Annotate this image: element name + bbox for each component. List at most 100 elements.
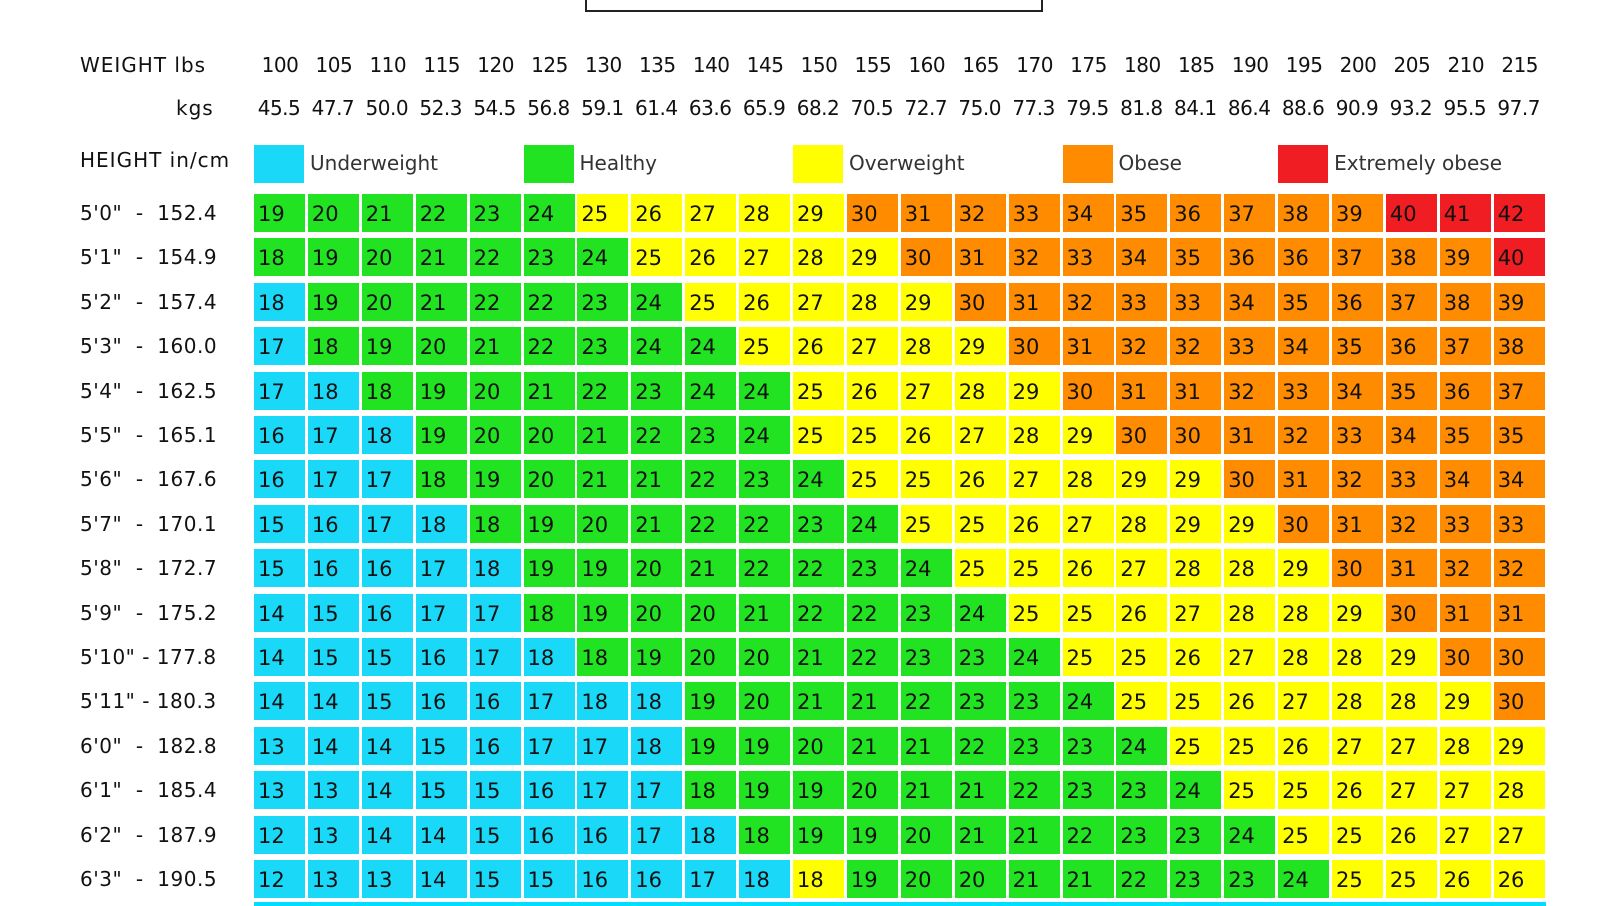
height-row-label: 5'11" - 180.3 <box>80 689 217 714</box>
bmi-cell: 21 <box>577 460 629 499</box>
bmi-cell: 33 <box>1493 504 1545 543</box>
bmi-cell: 22 <box>846 638 898 676</box>
next-row-edge <box>254 902 1546 906</box>
bmi-cell: 18 <box>685 815 737 854</box>
bmi-cell: 17 <box>307 460 359 499</box>
bmi-cell: 26 <box>1493 860 1545 898</box>
bmi-cell: 23 <box>900 593 952 632</box>
bmi-cell: 13 <box>254 726 305 765</box>
bmi-cell: 15 <box>469 815 521 854</box>
bmi-cell: 41 <box>1439 194 1491 232</box>
bmi-cell: 20 <box>361 282 413 321</box>
bmi-cell: 17 <box>415 549 467 588</box>
bmi-cell: 22 <box>1116 860 1168 898</box>
bmi-cell: 27 <box>1332 726 1383 765</box>
bmi-cell: 17 <box>307 416 359 454</box>
bmi-cell: 15 <box>254 549 305 588</box>
bmi-cell: 30 <box>1493 682 1545 721</box>
bmi-cell: 29 <box>1493 726 1545 765</box>
bmi-cell: 28 <box>793 238 844 277</box>
bmi-cell: 21 <box>954 771 1006 810</box>
bmi-cell: 16 <box>415 682 467 721</box>
weight-kgs-tick: 63.6 <box>688 96 732 120</box>
bmi-cell: 24 <box>739 371 791 410</box>
bmi-cell: 19 <box>577 549 629 588</box>
bmi-cell: 28 <box>1332 638 1383 676</box>
bmi-cell: 21 <box>631 504 683 543</box>
bmi-cell: 24 <box>577 238 629 277</box>
bmi-cell: 22 <box>954 726 1006 765</box>
bmi-cell: 14 <box>254 638 305 676</box>
bmi-cell: 23 <box>1008 682 1060 721</box>
bmi-cell: 20 <box>793 726 844 765</box>
bmi-cell: 32 <box>1332 460 1383 499</box>
bmi-cell: 27 <box>1493 815 1545 854</box>
bmi-cell: 27 <box>739 238 791 277</box>
bmi-cell: 30 <box>1439 638 1491 676</box>
bmi-cell: 19 <box>685 726 737 765</box>
bmi-cell: 21 <box>900 771 952 810</box>
bmi-cell: 24 <box>793 460 844 499</box>
bmi-cell: 25 <box>1170 682 1222 721</box>
weight-lbs-tick: 205 <box>1393 53 1431 77</box>
weight-lbs-tick: 145 <box>746 53 784 77</box>
height-row-label: 6'3" - 190.5 <box>80 867 218 891</box>
bmi-cell: 28 <box>846 282 898 321</box>
bmi-cell: 32 <box>1062 282 1114 321</box>
bmi-cell: 29 <box>793 194 844 232</box>
bmi-cell: 20 <box>577 504 629 543</box>
bmi-cell: 17 <box>631 815 683 854</box>
weight-lbs-tick: 185 <box>1177 53 1215 77</box>
bmi-cell: 17 <box>523 726 575 765</box>
bmi-cell: 19 <box>523 504 575 543</box>
bmi-cell: 18 <box>469 549 521 588</box>
bmi-cell: 14 <box>254 593 305 632</box>
bmi-cell: 36 <box>1385 327 1437 366</box>
bmi-cell: 31 <box>1332 504 1383 543</box>
bmi-cell: 15 <box>307 638 359 676</box>
bmi-cell: 28 <box>1008 416 1060 454</box>
bmi-cell: 31 <box>1062 327 1114 366</box>
bmi-cell: 34 <box>1385 416 1437 454</box>
bmi-cell: 18 <box>739 815 791 854</box>
bmi-cell: 30 <box>1493 638 1545 676</box>
bmi-cell: 16 <box>469 726 521 765</box>
bmi-cell: 26 <box>1385 815 1437 854</box>
bmi-cell: 21 <box>1008 815 1060 854</box>
bmi-cell: 24 <box>739 416 791 454</box>
bmi-cell: 35 <box>1116 194 1168 232</box>
bmi-cell: 14 <box>254 682 305 721</box>
bmi-cell: 25 <box>793 371 844 410</box>
bmi-cell: 31 <box>1278 460 1330 499</box>
bmi-cell: 23 <box>954 638 1006 676</box>
bmi-cell: 23 <box>523 238 575 277</box>
bmi-cell: 33 <box>1385 460 1437 499</box>
bmi-cell: 40 <box>1385 194 1437 232</box>
bmi-cell: 35 <box>1385 371 1437 410</box>
bmi-cell: 19 <box>846 860 898 898</box>
bmi-cell: 20 <box>739 682 791 721</box>
bmi-cell: 14 <box>361 815 413 854</box>
bmi-cell: 28 <box>1493 771 1545 810</box>
bmi-cell: 23 <box>1224 860 1276 898</box>
legend-label-under: Underweight <box>310 151 438 175</box>
bmi-cell: 29 <box>1170 504 1222 543</box>
bmi-cell: 36 <box>1224 238 1276 277</box>
bmi-cell: 16 <box>254 416 305 454</box>
bmi-cell: 25 <box>577 194 629 232</box>
bmi-cell: 29 <box>900 282 952 321</box>
bmi-cell: 25 <box>1332 860 1383 898</box>
bmi-cell: 21 <box>1062 860 1114 898</box>
bmi-cell: 22 <box>739 549 791 588</box>
weight-kgs-tick: 88.6 <box>1281 96 1325 120</box>
bmi-cell: 18 <box>361 416 413 454</box>
bmi-cell: 30 <box>1224 460 1276 499</box>
bmi-cell: 24 <box>523 194 575 232</box>
bmi-cell: 13 <box>307 815 359 854</box>
bmi-cell: 36 <box>1332 282 1383 321</box>
bmi-cell: 39 <box>1439 238 1491 277</box>
bmi-cell: 32 <box>1278 416 1330 454</box>
bmi-cell: 18 <box>577 682 629 721</box>
bmi-cell: 18 <box>739 860 791 898</box>
bmi-cell: 31 <box>1439 593 1491 632</box>
